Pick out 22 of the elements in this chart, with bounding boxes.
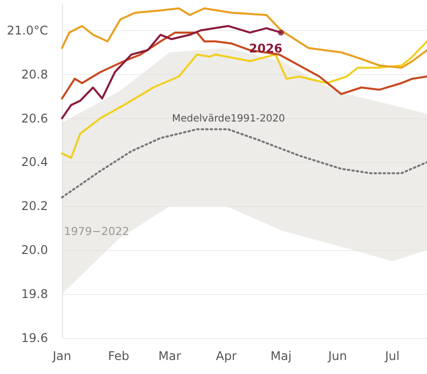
x-tick-label: Feb	[108, 349, 130, 363]
y-tick-label: 20.6	[21, 111, 48, 126]
y-tick-label: 21.0°C	[6, 23, 48, 38]
y-tick-label: 20.8	[21, 67, 48, 82]
x-tick-label: Jul	[384, 349, 400, 363]
x-tick-label: Apr	[216, 349, 237, 363]
series-label: 2026	[249, 42, 282, 56]
x-tick-label: Maj	[270, 349, 292, 363]
x-tick-label: Mar	[158, 349, 182, 363]
y-tick-label: 19.8	[21, 287, 48, 302]
x-tick-label: Jun	[327, 349, 347, 363]
annotation: Medelvärde1991-2020	[172, 114, 286, 124]
y-tick-label: 20.2	[21, 199, 48, 214]
line-series	[61, 128, 427, 198]
y-tick-label: 20.4	[21, 155, 48, 170]
y-tick-label: 20.0	[21, 243, 48, 258]
line-series	[61, 7, 427, 69]
line-series	[61, 32, 427, 100]
y-tick-label: 19.6	[21, 331, 48, 345]
x-tick-label: Jan	[52, 349, 72, 363]
line-series	[61, 40, 427, 159]
annotation: 1979−2022	[64, 225, 130, 238]
